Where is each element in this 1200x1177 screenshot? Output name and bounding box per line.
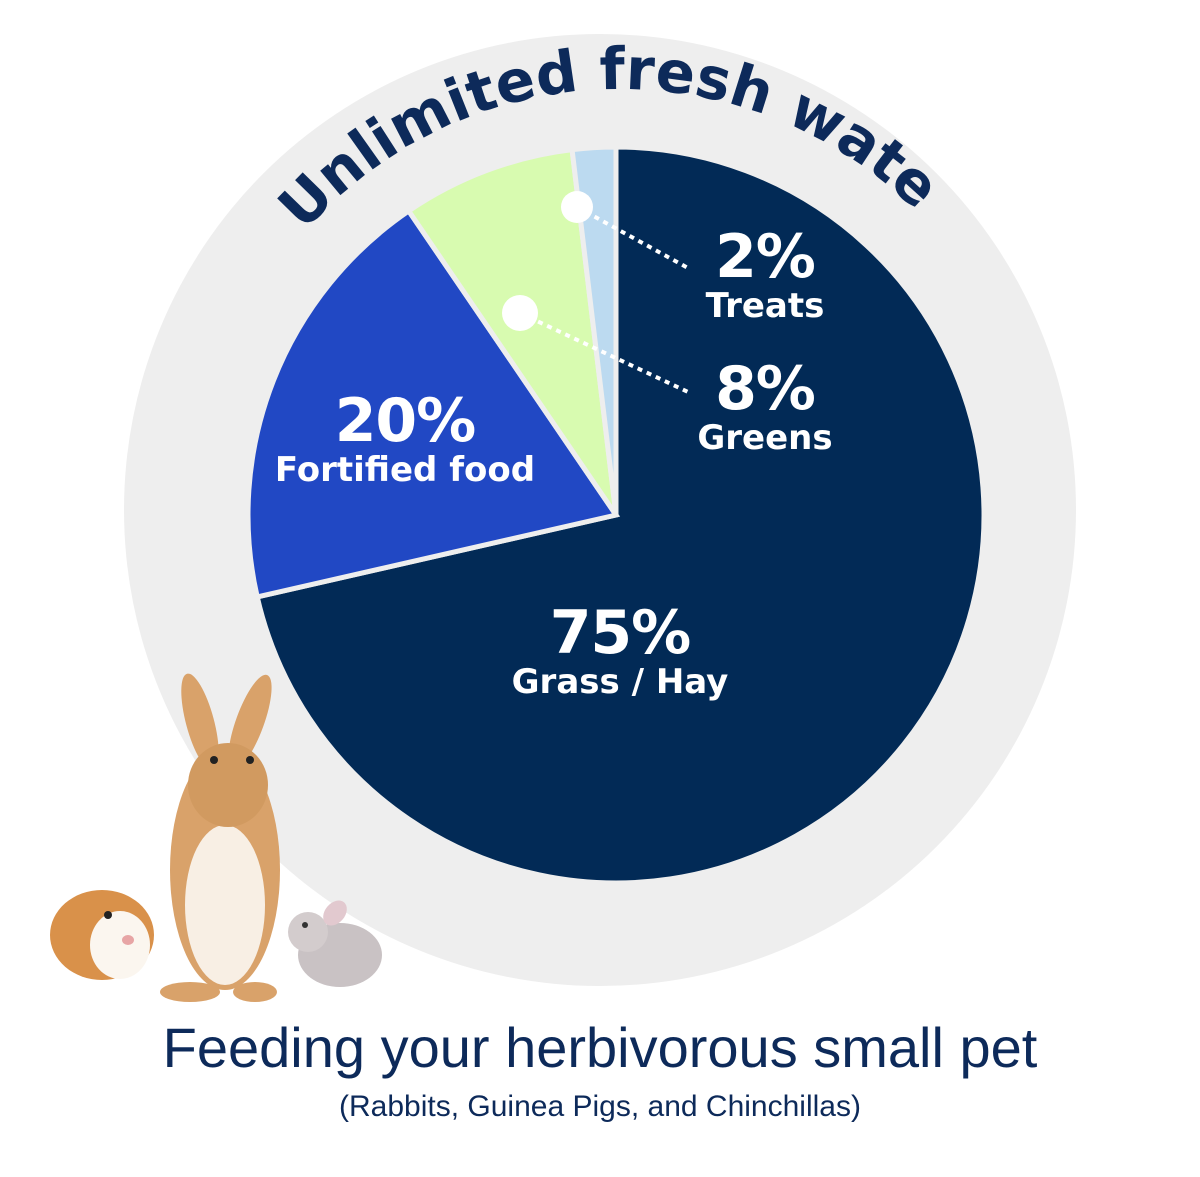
greens-percent: 8% — [715, 354, 816, 424]
pet-illustration — [50, 673, 382, 1002]
treats-leader — [576, 205, 689, 270]
treats-name: Treats — [705, 286, 825, 326]
leader-lines — [502, 191, 689, 394]
slice-label-treats: 2% Treats — [665, 226, 865, 324]
grass-percent: 75% — [549, 598, 692, 668]
fortified-name: Fortified food — [274, 450, 536, 490]
greens-leader — [519, 311, 689, 394]
chart-subtitle: (Rabbits, Guinea Pigs, and Chinchillas) — [339, 1090, 861, 1123]
slice-label-fortified: 20% Fortified food — [255, 390, 555, 488]
greens-name: Greens — [697, 418, 833, 458]
pie-slice-fortified-food — [245, 207, 621, 600]
pie-slice-treats — [569, 144, 619, 516]
grass-name: Grass / Hay — [511, 662, 729, 702]
fortified-percent: 20% — [334, 386, 477, 456]
greens-dot — [502, 295, 538, 331]
chart-title: Feeding your herbivorous small pet — [162, 1016, 1038, 1079]
slice-label-greens: 8% Greens — [665, 358, 865, 456]
pie-slice-grass-hay — [254, 144, 987, 886]
pie-slice-greens — [405, 146, 619, 517]
treats-dot — [561, 191, 593, 223]
treats-percent: 2% — [715, 222, 816, 292]
slice-label-grass: 75% Grass / Hay — [470, 602, 770, 700]
